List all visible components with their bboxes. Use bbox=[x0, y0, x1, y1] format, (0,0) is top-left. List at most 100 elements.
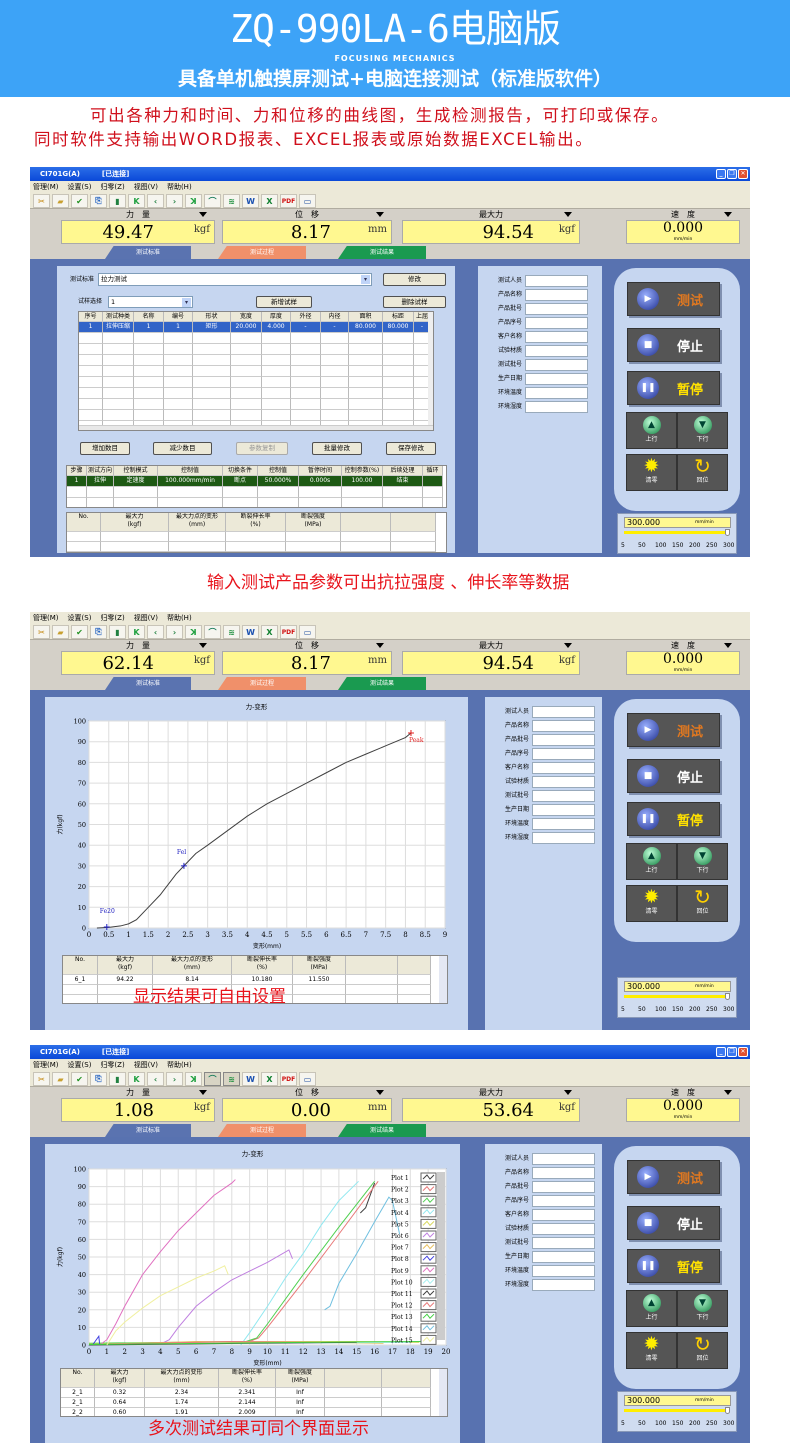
minimize-button[interactable]: _ bbox=[716, 1047, 726, 1057]
table-cell[interactable]: 矩形 bbox=[193, 322, 231, 333]
form-button[interactable]: 增加数目 bbox=[80, 442, 130, 455]
dropdown-arrow-icon[interactable] bbox=[199, 1090, 207, 1095]
menu-item[interactable]: 归零(Z) bbox=[100, 183, 125, 191]
up-button[interactable]: ▲ 上行 bbox=[626, 412, 677, 449]
stop-button[interactable]: ■ 停止 bbox=[627, 328, 720, 362]
down-button[interactable]: ▼ 下行 bbox=[677, 1290, 728, 1327]
column-header[interactable]: 循环 bbox=[423, 466, 443, 476]
dropdown-arrow-icon[interactable] bbox=[724, 643, 732, 648]
column-header[interactable] bbox=[382, 1369, 431, 1388]
tab-standard[interactable]: 测试标准 bbox=[105, 677, 191, 690]
table-cell[interactable]: 拉伸 bbox=[87, 476, 114, 487]
column-header[interactable]: 断裂强度 (MPa) bbox=[276, 1369, 325, 1388]
dropdown-arrow-icon[interactable] bbox=[199, 643, 207, 648]
horizontal-scrollbar[interactable] bbox=[79, 425, 433, 430]
next-icon[interactable]: › bbox=[166, 1072, 183, 1086]
field-input[interactable] bbox=[532, 1279, 595, 1291]
pause-button[interactable]: ❚❚ 暂停 bbox=[627, 802, 720, 836]
table-cell[interactable]: 11.550 bbox=[293, 975, 346, 985]
table-cell[interactable]: Inf bbox=[276, 1398, 325, 1408]
field-input[interactable] bbox=[532, 790, 595, 802]
export-icon[interactable]: ⎘ bbox=[90, 1072, 107, 1086]
speed-slider-track[interactable] bbox=[624, 531, 725, 534]
first-icon[interactable]: K bbox=[128, 625, 145, 639]
field-input[interactable] bbox=[532, 720, 595, 732]
excel-icon[interactable]: X bbox=[261, 625, 278, 639]
multi-curve-icon[interactable]: ≋ bbox=[223, 1072, 240, 1086]
tab-result[interactable]: 测试结果 bbox=[338, 677, 426, 690]
tab-result[interactable]: 测试结果 bbox=[338, 246, 426, 259]
test-button[interactable]: ▶ 测试 bbox=[627, 282, 720, 316]
first-icon[interactable]: K bbox=[128, 194, 145, 208]
field-input[interactable] bbox=[532, 1237, 595, 1249]
table-cell[interactable]: 1.91 bbox=[145, 1408, 219, 1416]
table-cell[interactable]: 2.34 bbox=[145, 1388, 219, 1398]
column-header[interactable]: 测试种类 bbox=[103, 312, 134, 322]
table-cell[interactable]: 10.180 bbox=[232, 975, 293, 985]
table-cell[interactable] bbox=[325, 1408, 382, 1416]
monitor-icon[interactable]: ▭ bbox=[299, 194, 316, 208]
tab-result[interactable]: 测试结果 bbox=[338, 1124, 426, 1137]
column-header[interactable] bbox=[398, 956, 431, 975]
field-input[interactable] bbox=[525, 387, 588, 399]
field-input[interactable] bbox=[532, 776, 595, 788]
field-input[interactable] bbox=[532, 762, 595, 774]
tools-icon[interactable]: ✂ bbox=[33, 194, 50, 208]
stop-button[interactable]: ■ 停止 bbox=[627, 759, 720, 793]
column-header[interactable]: 最大力点的变形 (mm) bbox=[153, 956, 232, 975]
column-header[interactable] bbox=[325, 1369, 382, 1388]
table-cell[interactable]: 2_1 bbox=[61, 1388, 95, 1398]
pause-button[interactable]: ❚❚ 暂停 bbox=[627, 1249, 720, 1283]
close-button[interactable]: ✕ bbox=[738, 1047, 748, 1057]
menu-item[interactable]: 帮助(H) bbox=[166, 614, 192, 622]
field-input[interactable] bbox=[532, 832, 595, 844]
trash-icon[interactable]: ▮ bbox=[109, 625, 126, 639]
field-input[interactable] bbox=[532, 1181, 595, 1193]
previous-icon[interactable]: ‹ bbox=[147, 194, 164, 208]
table-cell[interactable]: 定速度 bbox=[114, 476, 158, 487]
column-header[interactable]: 标距 bbox=[383, 312, 414, 322]
pdf-icon[interactable]: PDF bbox=[280, 625, 297, 639]
open-folder-icon[interactable]: ▰ bbox=[52, 625, 69, 639]
minimize-button[interactable]: _ bbox=[716, 169, 726, 179]
column-header[interactable]: 最大力点的变形 (mm) bbox=[169, 513, 226, 532]
last-icon[interactable]: ꓘ bbox=[185, 625, 202, 639]
zero-button[interactable]: ✹ 清零 bbox=[626, 885, 677, 922]
form-button[interactable]: 保存修改 bbox=[386, 442, 436, 455]
modify-button[interactable]: 修改 bbox=[383, 273, 446, 286]
column-header[interactable]: 厚度 bbox=[262, 312, 291, 322]
speed-slider-handle[interactable] bbox=[725, 1407, 730, 1414]
form-button[interactable]: 减少数目 bbox=[153, 442, 212, 455]
table-cell[interactable] bbox=[398, 975, 431, 985]
excel-icon[interactable]: X bbox=[261, 1072, 278, 1086]
tab-standard[interactable]: 测试标准 bbox=[105, 246, 191, 259]
menu-item[interactable]: 帮助(H) bbox=[166, 183, 192, 191]
table-cell[interactable]: 0.64 bbox=[95, 1398, 145, 1408]
column-header[interactable]: 最大力 (kgf) bbox=[95, 1369, 145, 1388]
curve-icon[interactable]: ⌒ bbox=[204, 194, 221, 208]
next-icon[interactable]: › bbox=[166, 625, 183, 639]
table-cell[interactable] bbox=[325, 1398, 382, 1408]
dropdown-arrow-icon[interactable] bbox=[564, 1090, 572, 1095]
field-input[interactable] bbox=[525, 317, 588, 329]
speed-slider-track[interactable] bbox=[624, 995, 725, 998]
column-header[interactable]: 测试方向 bbox=[87, 466, 114, 476]
first-icon[interactable]: K bbox=[128, 1072, 145, 1086]
table-cell[interactable]: 80.000 bbox=[349, 322, 383, 333]
column-header[interactable]: 面积 bbox=[349, 312, 383, 322]
table-cell[interactable] bbox=[382, 1408, 431, 1416]
column-header[interactable] bbox=[341, 513, 391, 532]
menu-item[interactable]: 归零(Z) bbox=[100, 1061, 125, 1069]
check-document-icon[interactable]: ✔ bbox=[71, 194, 88, 208]
table-cell[interactable]: 2_1 bbox=[61, 1398, 95, 1408]
table-cell[interactable]: 2.009 bbox=[219, 1408, 276, 1416]
vertical-scrollbar[interactable] bbox=[439, 956, 447, 1003]
table-cell[interactable]: 80.000 bbox=[383, 322, 414, 333]
curve-icon[interactable]: ⌒ bbox=[204, 625, 221, 639]
dropdown-arrow-icon[interactable] bbox=[376, 1090, 384, 1095]
table-cell[interactable]: 结束 bbox=[383, 476, 423, 487]
column-header[interactable]: 序号 bbox=[79, 312, 103, 322]
tools-icon[interactable]: ✂ bbox=[33, 1072, 50, 1086]
table-cell[interactable] bbox=[382, 1398, 431, 1408]
field-input[interactable] bbox=[525, 359, 588, 371]
